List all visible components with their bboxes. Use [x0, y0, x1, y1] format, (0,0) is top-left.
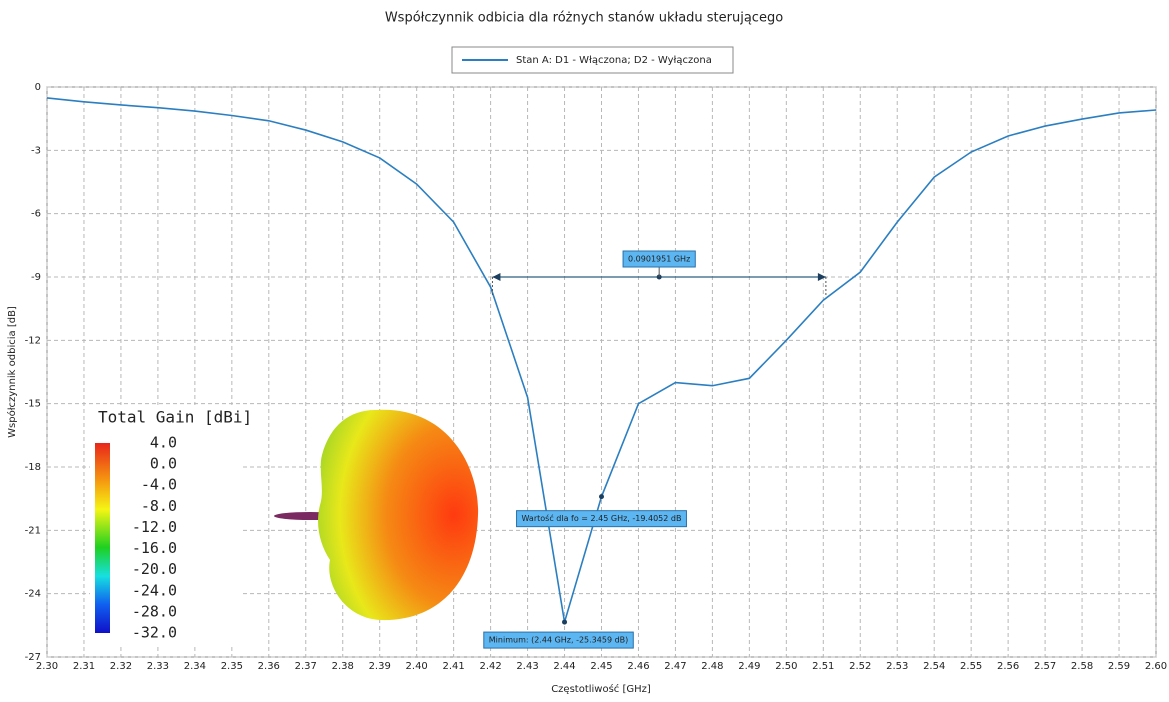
x-tick-label: 2.47: [664, 661, 686, 672]
x-tick-label: 2.30: [36, 661, 58, 672]
x-tick-label: 2.51: [812, 661, 834, 672]
inset-background: [90, 405, 240, 645]
x-tick-label: 2.36: [258, 661, 280, 672]
y-tick-label: -12: [25, 335, 41, 346]
x-tick-label: 2.37: [295, 661, 317, 672]
x-tick-label: 2.31: [73, 661, 95, 672]
x-tick-label: 2.32: [110, 661, 132, 672]
x-tick-label: 2.45: [590, 661, 612, 672]
colorbar-title: Total Gain [dBi]: [98, 408, 252, 427]
x-tick-label: 2.40: [406, 661, 428, 672]
annotation-label: Wartość dla fo = 2.45 GHz, -19.4052 dB: [522, 513, 682, 523]
x-tick-label: 2.33: [147, 661, 169, 672]
colorbar-tick-label: 4.0: [150, 434, 177, 452]
x-tick-label: 2.55: [960, 661, 982, 672]
x-tick-label: 2.60: [1145, 661, 1167, 672]
annotation-label-box: [483, 631, 634, 649]
annotation-marker: [599, 494, 604, 500]
x-tick-label: 2.34: [184, 661, 206, 672]
colorbar-tick-label: 0.0: [150, 455, 177, 473]
colorbar-tick-label: -24.0: [132, 581, 177, 599]
x-tick-label: 2.41: [443, 661, 465, 672]
x-tick-label: 2.43: [516, 661, 538, 672]
y-tick-label: -24: [25, 589, 41, 600]
x-tick-label: 2.54: [923, 661, 945, 672]
chart-title: Współczynnik odbicia dla różnych stanów …: [385, 11, 783, 26]
pattern-lobe: [318, 409, 479, 621]
colorbar-tick-label: -16.0: [132, 539, 177, 557]
x-tick-label: 2.39: [369, 661, 391, 672]
bandwidth-label: 0.0901951 GHz: [628, 255, 690, 264]
x-tick-label: 2.58: [1071, 661, 1093, 672]
x-tick-label: 2.53: [886, 661, 908, 672]
x-tick-label: 2.42: [479, 661, 501, 672]
colorbar-tick-label: -4.0: [141, 476, 177, 494]
x-tick-label: 2.57: [1034, 661, 1056, 672]
y-tick-label: 0: [35, 82, 41, 93]
x-tick-label: 2.44: [553, 661, 575, 672]
colorbar-tick-label: -28.0: [132, 602, 177, 620]
y-tick-label: -27: [25, 652, 41, 663]
annotation-label-box: [516, 510, 687, 528]
colorbar: [95, 443, 110, 633]
annotation-label: Minimum: (2.44 GHz, -25.3459 dB): [489, 636, 629, 645]
radiation-pattern: Total Gain [dBi] 4.0 0.0 -4.0 -8.0 -12.0 -16.0…: [90, 405, 479, 645]
x-tick-label: 2.35: [221, 661, 243, 672]
x-tick-label: 2.56: [997, 661, 1019, 672]
x-tick-label: 2.52: [849, 661, 871, 672]
colorbar-tick-label: -8.0: [141, 497, 177, 515]
bandwidth-label-box: [622, 250, 696, 268]
y-tick-label: -18: [25, 462, 41, 473]
y-tick-label: -21: [25, 525, 41, 536]
x-tick-label: 2.49: [738, 661, 760, 672]
x-axis-label: Częstotliwość [GHz]: [551, 683, 651, 695]
y-tick-label: -3: [31, 145, 41, 156]
y-tick-label: -9: [31, 272, 41, 283]
y-axis-label: Współczynnik odbicia [dB]: [6, 306, 18, 438]
x-tick-label: 2.59: [1108, 661, 1130, 672]
x-tick-label: 2.48: [701, 661, 723, 672]
colorbar-tick-label: -12.0: [132, 518, 177, 536]
legend-label: Stan A: D1 - Włączona; D2 - Wyłączona: [516, 55, 712, 66]
colorbar-tick-label: -20.0: [132, 560, 177, 578]
x-tick-label: 2.46: [627, 661, 649, 672]
annotation-marker: [562, 619, 568, 625]
colorbar-tick-label: -32.0: [132, 624, 177, 642]
x-tick-label: 2.50: [775, 661, 797, 672]
y-tick-label: -6: [31, 209, 41, 220]
x-tick-label: 2.38: [332, 661, 354, 672]
y-tick-label: -15: [25, 399, 41, 410]
